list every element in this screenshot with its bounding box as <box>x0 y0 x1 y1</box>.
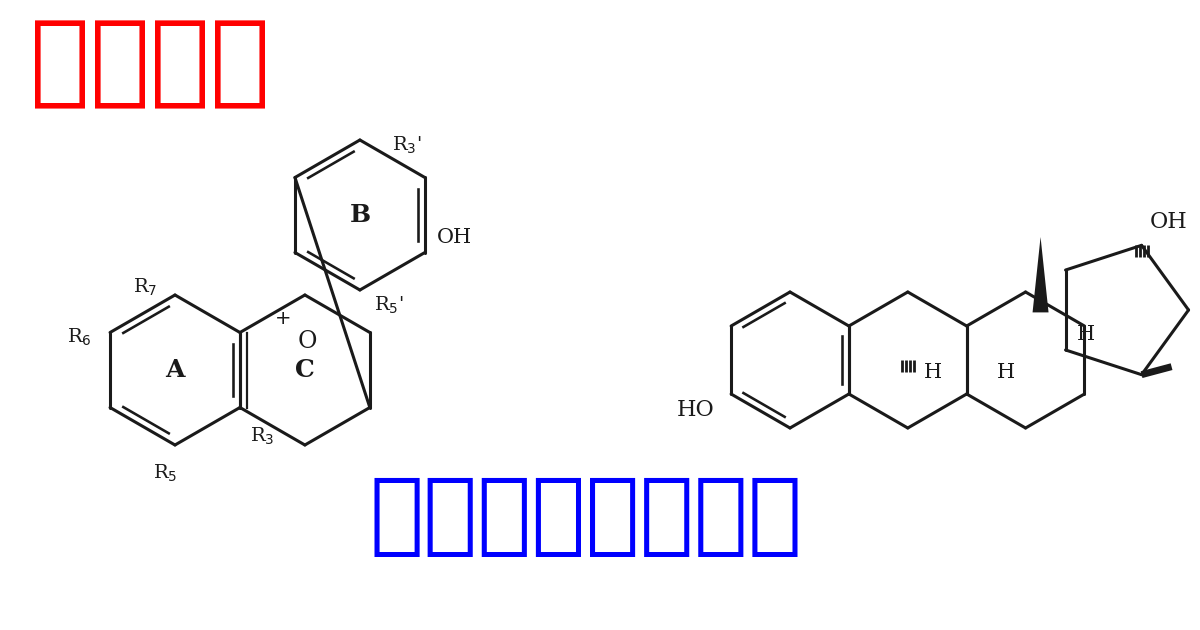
Text: +: + <box>275 309 292 328</box>
Text: A: A <box>166 358 185 382</box>
Text: O: O <box>298 331 317 353</box>
Text: HO: HO <box>677 399 714 421</box>
Text: H: H <box>1076 326 1094 345</box>
Text: H: H <box>996 362 1015 382</box>
Text: OH: OH <box>437 228 472 247</box>
Polygon shape <box>1032 237 1049 312</box>
Text: 大豆イソフラボン: 大豆イソフラボン <box>370 472 803 560</box>
Text: R$_{7}$: R$_{7}$ <box>133 277 157 297</box>
Text: B: B <box>349 203 371 227</box>
Text: 注目成分: 注目成分 <box>30 15 270 112</box>
Text: C: C <box>295 358 314 382</box>
Text: R$_{3}$: R$_{3}$ <box>250 425 275 447</box>
Text: R$_{6}$: R$_{6}$ <box>67 327 92 348</box>
Text: H: H <box>924 362 942 382</box>
Text: R$_{3}$': R$_{3}$' <box>392 134 421 156</box>
Text: R$_{5}$': R$_{5}$' <box>374 295 403 316</box>
Text: R$_{5}$: R$_{5}$ <box>152 463 178 484</box>
Text: OH: OH <box>1150 211 1187 233</box>
